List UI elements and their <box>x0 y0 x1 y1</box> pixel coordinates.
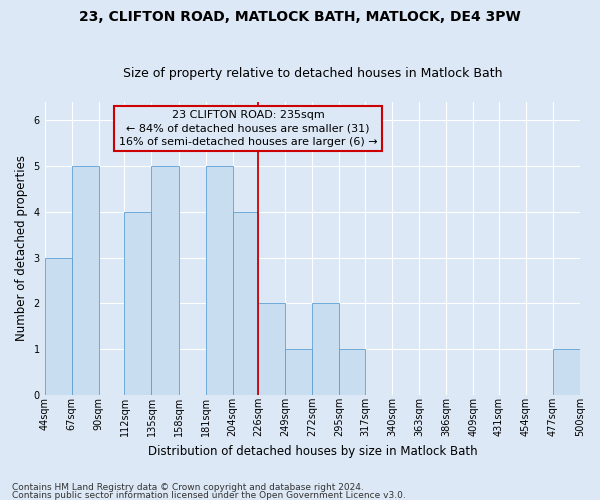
Bar <box>151 166 179 396</box>
Bar <box>124 212 151 396</box>
Text: 23, CLIFTON ROAD, MATLOCK BATH, MATLOCK, DE4 3PW: 23, CLIFTON ROAD, MATLOCK BATH, MATLOCK,… <box>79 10 521 24</box>
Text: 23 CLIFTON ROAD: 235sqm
← 84% of detached houses are smaller (31)
16% of semi-de: 23 CLIFTON ROAD: 235sqm ← 84% of detache… <box>119 110 377 146</box>
Bar <box>233 212 259 396</box>
Bar <box>313 304 340 396</box>
Bar <box>206 166 233 396</box>
X-axis label: Distribution of detached houses by size in Matlock Bath: Distribution of detached houses by size … <box>148 444 477 458</box>
Text: Contains HM Land Registry data © Crown copyright and database right 2024.: Contains HM Land Registry data © Crown c… <box>12 484 364 492</box>
Bar <box>259 304 286 396</box>
Bar <box>71 166 98 396</box>
Bar <box>286 350 313 396</box>
Bar <box>44 258 71 396</box>
Text: Contains public sector information licensed under the Open Government Licence v3: Contains public sector information licen… <box>12 490 406 500</box>
Bar <box>340 350 365 396</box>
Title: Size of property relative to detached houses in Matlock Bath: Size of property relative to detached ho… <box>122 66 502 80</box>
Y-axis label: Number of detached properties: Number of detached properties <box>15 156 28 342</box>
Bar <box>553 350 580 396</box>
